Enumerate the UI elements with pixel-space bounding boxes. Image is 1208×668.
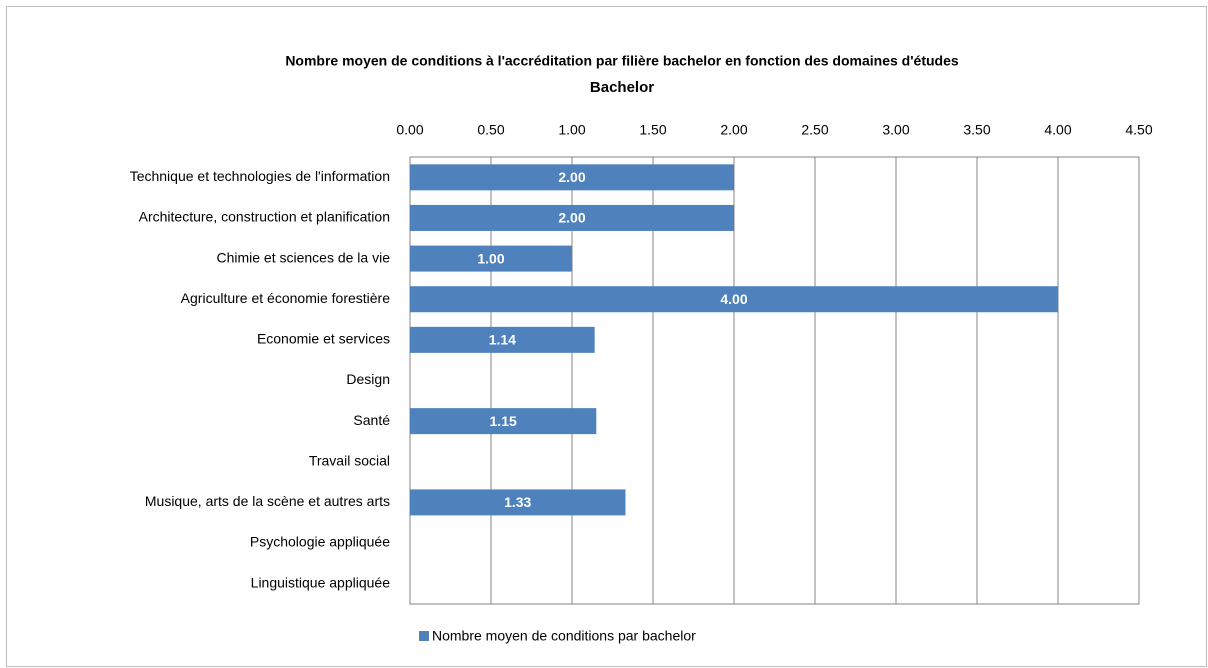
chart-frame xyxy=(6,6,1207,667)
y-tick-label: Musique, arts de la scène et autres arts xyxy=(145,493,390,509)
x-tick-label: 2.50 xyxy=(801,122,828,138)
data-label: 1.33 xyxy=(504,494,531,510)
x-tick-label: 4.50 xyxy=(1125,122,1152,138)
y-tick-label: Economie et services xyxy=(257,331,390,347)
x-tick-label: 3.50 xyxy=(963,122,990,138)
data-label: 1.15 xyxy=(490,413,517,429)
y-tick-label: Architecture, construction et planificat… xyxy=(139,209,390,225)
data-label: 4.00 xyxy=(720,291,747,307)
legend-label: Nombre moyen de conditions par bachelor xyxy=(432,628,696,644)
y-tick-label: Agriculture et économie forestière xyxy=(181,290,391,306)
y-tick-label: Chimie et sciences de la vie xyxy=(216,249,390,265)
x-tick-label: 3.00 xyxy=(882,122,909,138)
bar xyxy=(410,164,734,191)
x-tick-label: 4.00 xyxy=(1044,122,1071,138)
y-tick-label: Linguistique appliquée xyxy=(251,574,391,590)
bar xyxy=(410,489,626,516)
chart-title: Nombre moyen de conditions à l'accrédita… xyxy=(285,53,959,69)
plot-border xyxy=(409,156,1140,605)
chart-subtitle: Bachelor xyxy=(590,79,654,96)
x-tick-label: 1.50 xyxy=(639,122,666,138)
y-tick-label: Design xyxy=(346,371,390,387)
x-tick-label: 0.00 xyxy=(396,122,423,138)
x-tick-label: 0.50 xyxy=(477,122,504,138)
data-label: 1.14 xyxy=(489,332,516,348)
y-tick-label: Psychologie appliquée xyxy=(250,534,390,550)
data-label: 2.00 xyxy=(558,169,585,185)
data-label: 1.00 xyxy=(477,250,504,266)
bar xyxy=(410,286,1058,313)
bar xyxy=(410,408,597,435)
bar xyxy=(410,326,595,353)
data-label: 2.00 xyxy=(558,210,585,226)
bar xyxy=(410,204,734,231)
bar xyxy=(410,245,572,272)
y-tick-label: Technique et technologies de l'informati… xyxy=(130,168,390,184)
y-tick-label: Travail social xyxy=(309,452,390,468)
x-tick-label: 1.00 xyxy=(558,122,585,138)
x-tick-label: 2.00 xyxy=(720,122,747,138)
legend-swatch xyxy=(419,631,429,641)
y-tick-label: Santé xyxy=(353,412,390,428)
